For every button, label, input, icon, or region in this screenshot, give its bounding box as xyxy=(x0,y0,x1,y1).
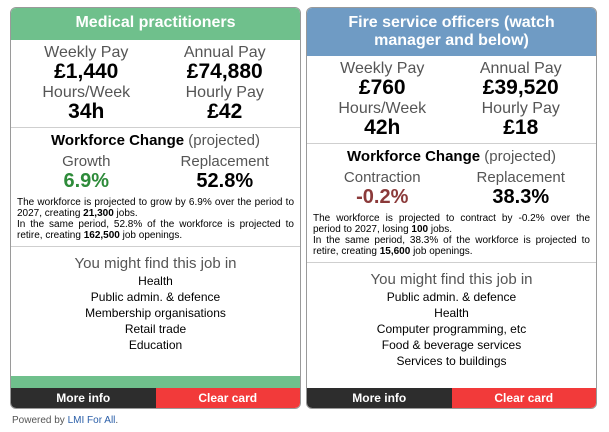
workforce-description: The workforce is projected to contract b… xyxy=(313,213,590,257)
industries-section: You might find this job in Public admin.… xyxy=(307,263,596,388)
workforce-change-title: Workforce Change (projected) xyxy=(51,132,260,149)
industry-item: Health xyxy=(434,306,469,320)
workforce-change-title: Workforce Change (projected) xyxy=(347,148,556,165)
replacement-label: Replacement xyxy=(476,169,565,186)
industries-title: You might find this job in xyxy=(370,271,533,288)
workforce-description: The workforce is projected to grow by 6.… xyxy=(17,197,294,241)
weekly-pay-value: £760 xyxy=(358,76,406,99)
card-title: Medical practitioners xyxy=(11,8,300,40)
industries-title: You might find this job in xyxy=(74,255,237,272)
more-info-button[interactable]: More info xyxy=(307,388,452,408)
growth-label: Growth xyxy=(62,153,111,170)
growth-value: 6.9% xyxy=(63,170,110,192)
more-info-button[interactable]: More info xyxy=(11,388,156,408)
annual-pay-value: £39,520 xyxy=(482,76,559,99)
hourly-pay-value: £42 xyxy=(207,100,243,123)
card-title: Fire service officers (watch manager and… xyxy=(307,8,596,56)
replacement-value: 38.3% xyxy=(492,186,550,208)
hourly-pay-value: £18 xyxy=(503,116,539,139)
industry-item: Computer programming, etc xyxy=(376,322,527,336)
pay-section: Weekly Pay £760 Annual Pay £39,520 Hours… xyxy=(307,56,596,144)
hourly-pay-label: Hourly Pay xyxy=(185,84,264,101)
clear-card-button[interactable]: Clear card xyxy=(155,388,300,408)
replacement-value: 52.8% xyxy=(196,170,254,192)
industry-item: Retail trade xyxy=(124,322,187,336)
job-card-fire-service-officers: Fire service officers (watch manager and… xyxy=(306,7,597,409)
annual-pay-label: Annual Pay xyxy=(479,60,562,77)
workforce-change-section: Workforce Change (projected) Growth 6.9%… xyxy=(11,128,300,247)
weekly-pay-label: Weekly Pay xyxy=(340,60,425,77)
annual-pay-label: Annual Pay xyxy=(183,44,266,61)
industry-item: Public admin. & defence xyxy=(386,290,517,304)
contraction-value: -0.2% xyxy=(356,186,409,208)
job-card-medical-practitioners: Medical practitioners Weekly Pay £1,440 … xyxy=(10,7,301,409)
card-footer-band xyxy=(11,376,300,388)
industries-section: You might find this job in Health Public… xyxy=(11,247,300,376)
hours-week-value: 42h xyxy=(364,116,401,139)
weekly-pay-label: Weekly Pay xyxy=(44,44,129,61)
industry-item: Food & beverage services xyxy=(381,338,522,352)
hourly-pay-label: Hourly Pay xyxy=(481,100,560,117)
pay-section: Weekly Pay £1,440 Annual Pay £74,880 Hou… xyxy=(11,40,300,128)
industry-item: Membership organisations xyxy=(85,306,226,320)
workforce-change-section: Workforce Change (projected) Contraction… xyxy=(307,144,596,263)
weekly-pay-value: £1,440 xyxy=(54,60,119,83)
lmi-for-all-link[interactable]: LMI For All xyxy=(67,415,116,426)
hours-week-label: Hours/Week xyxy=(338,100,427,117)
annual-pay-value: £74,880 xyxy=(186,60,263,83)
powered-by-footer: Powered by LMI For All. xyxy=(12,415,119,426)
industry-item: Health xyxy=(138,274,173,288)
industry-item: Public admin. & defence xyxy=(90,290,221,304)
powered-by-text: Powered by xyxy=(12,415,65,426)
contraction-label: Contraction xyxy=(343,169,421,186)
clear-card-button[interactable]: Clear card xyxy=(451,388,596,408)
industry-item: Services to buildings xyxy=(396,354,507,368)
replacement-label: Replacement xyxy=(180,153,269,170)
industry-item: Education xyxy=(128,338,183,352)
hours-week-value: 34h xyxy=(68,100,105,123)
hours-week-label: Hours/Week xyxy=(42,84,131,101)
